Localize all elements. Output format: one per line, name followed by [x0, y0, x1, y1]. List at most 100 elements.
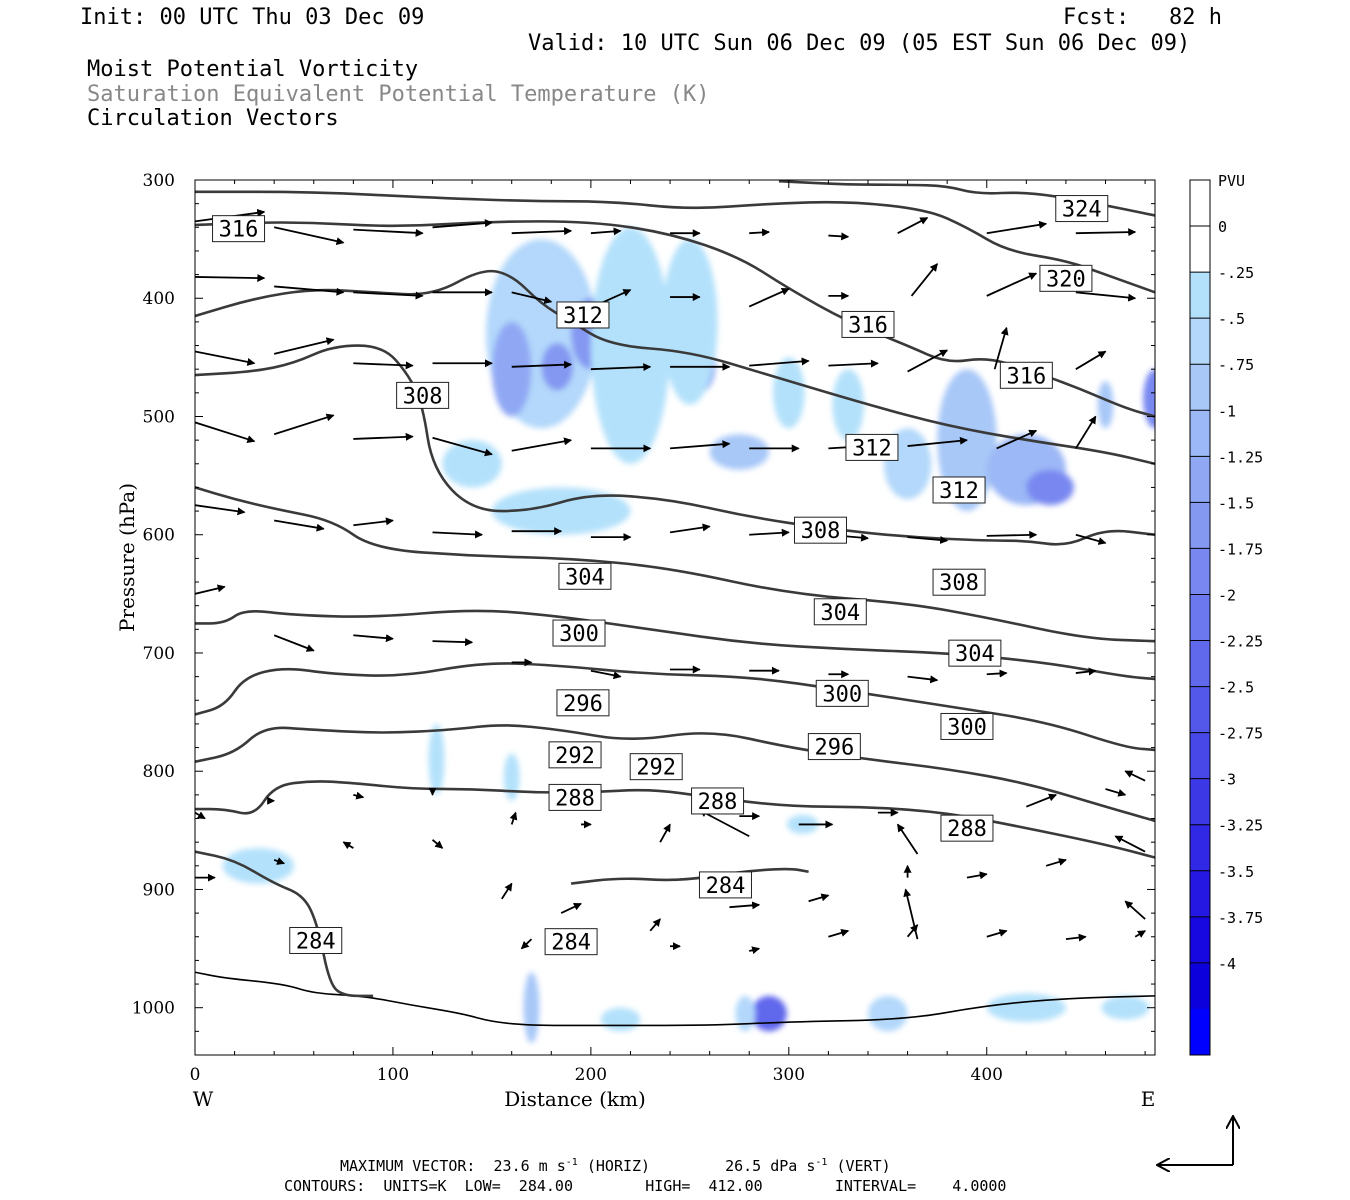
y-tick-label-1000: 1000: [132, 999, 175, 1019]
vector-14: [353, 291, 424, 300]
colorbar-label: -1.5: [1218, 494, 1254, 512]
vector-83: [1045, 858, 1067, 867]
vector-100: [749, 946, 761, 955]
vector-1: [273, 226, 345, 246]
contour-label-312: 312: [845, 433, 899, 461]
contour-label-box: [556, 689, 610, 717]
pv-region-17: [1097, 381, 1114, 429]
vector-55: [749, 528, 790, 537]
vector-35: [1075, 350, 1107, 370]
vector-69: [907, 675, 939, 684]
colorbar-swatch-8: [1190, 548, 1210, 595]
contour-label-284: 284: [289, 926, 343, 954]
contour-label-box: [552, 619, 606, 647]
contour-label-text: 284: [706, 874, 746, 899]
contour-label-box: [999, 361, 1053, 389]
pv-region-15: [442, 440, 502, 488]
contour-label-text: 300: [822, 682, 862, 707]
theta-contour-288: [195, 780, 1155, 859]
contour-label-288: 288: [691, 787, 745, 815]
contour-label-text: 292: [555, 744, 595, 769]
vert-unit-exponent: -1: [815, 1157, 828, 1168]
reference-vector: [1157, 1116, 1233, 1165]
pv-region-23: [986, 993, 1066, 1022]
vector-38: [353, 432, 414, 441]
pv-region-6: [662, 239, 718, 405]
vector-33: [907, 349, 949, 373]
contour-label-box: [940, 712, 994, 740]
contour-label-box: [396, 381, 450, 409]
pv-region-14: [491, 487, 631, 535]
vector-73: [273, 857, 286, 865]
vector-25: [273, 337, 335, 355]
contour-label-312: 312: [556, 301, 610, 329]
colorbar-swatch-13: [1190, 778, 1210, 826]
contour-label-312: 312: [932, 476, 986, 504]
field-label-theta: Saturation Equivalent Potential Temperat…: [87, 82, 710, 107]
max-vector-line: MAXIMUM VECTOR: 23.6 m s-1 (HORIZ) 26.5 d…: [340, 1157, 891, 1175]
vector-109: [1114, 835, 1146, 853]
vector-71: [1075, 667, 1097, 676]
vector-8: [828, 232, 850, 241]
forecast-hour: Fcst: 82 h: [1063, 5, 1222, 30]
y-tick-label-700: 700: [143, 644, 175, 664]
vector-36: [195, 421, 256, 444]
vector-78: [649, 918, 661, 932]
vector-9: [897, 217, 929, 235]
vector-46: [996, 429, 1038, 450]
contour-label-text: 300: [947, 715, 987, 740]
theta-contour-284: [195, 971, 1155, 1027]
contour-label-320: 320: [1039, 264, 1093, 292]
theta-contour-284: [195, 850, 374, 998]
circulation-vectors: [195, 208, 1146, 955]
vector-79: [729, 901, 761, 910]
contour-label-text: 312: [939, 479, 979, 504]
vector-107: [896, 823, 919, 855]
contour-label-box: [289, 926, 343, 954]
colorbar-label: 0: [1218, 218, 1227, 236]
contour-label-296: 296: [556, 689, 610, 717]
pv-region-20: [523, 972, 540, 1044]
colorbar-swatch-4: [1190, 364, 1210, 411]
vector-37: [273, 413, 335, 436]
vector-65: [590, 669, 622, 680]
vector-22: [986, 272, 1038, 297]
max-vector-horiz-tag: (HORIZ): [577, 1157, 651, 1175]
colorbar-frame: [1189, 179, 1211, 1056]
contour-label-288: 288: [940, 814, 994, 842]
contour-label-box: [1055, 195, 1109, 223]
y-tick-label-400: 400: [143, 289, 175, 309]
colorbar-label: -3.75: [1218, 909, 1263, 927]
contour-label-text: 320: [1046, 267, 1086, 292]
vector-34: [993, 326, 1009, 370]
plot-frame: [194, 179, 1156, 1056]
contour-label-text: 316: [1006, 364, 1046, 389]
vector-77: [560, 902, 582, 914]
max-vector-vert-tag: (VERT): [827, 1157, 891, 1175]
pv-region-24: [1101, 995, 1150, 1020]
vector-103: [986, 929, 1008, 938]
vector-47: [1075, 415, 1097, 449]
field-label-pv: Moist Potential Vorticity: [87, 57, 419, 82]
contour-label-text: 304: [955, 642, 995, 667]
contour-label-box: [841, 310, 895, 338]
colorbar-swatch-18: [1190, 1008, 1210, 1056]
contour-label-304: 304: [948, 639, 1002, 667]
contour-label-284: 284: [698, 871, 752, 899]
theta-contour-308: [195, 344, 1155, 546]
contour-label-text: 308: [403, 384, 443, 409]
contour-label-box: [932, 476, 986, 504]
colorbar-label: -1.75: [1218, 540, 1263, 558]
vector-19: [748, 287, 790, 308]
vector-5: [590, 227, 622, 236]
vector-70: [986, 669, 1008, 678]
max-vector-horiz: MAXIMUM VECTOR: 23.6 m s: [340, 1157, 566, 1175]
contour-label-text: 284: [296, 929, 336, 954]
contour-label-324: 324: [1055, 195, 1109, 223]
y-tick-label-600: 600: [143, 526, 175, 546]
contour-label-316: 316: [999, 361, 1053, 389]
contour-label-text: 288: [947, 817, 987, 842]
contour-label-text: 296: [814, 736, 854, 761]
contour-label-288: 288: [548, 783, 602, 811]
contour-label-box: [698, 871, 752, 899]
